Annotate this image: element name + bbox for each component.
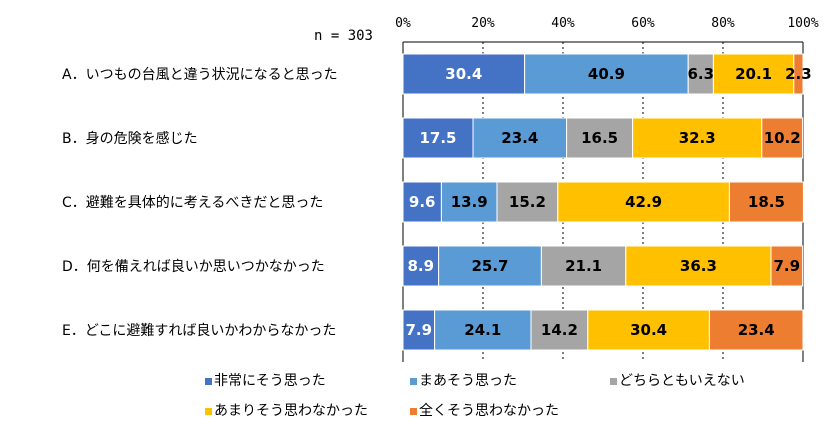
bar-segment (402, 53, 526, 95)
legend-swatch (205, 378, 212, 385)
data-label: 21.1 (565, 257, 602, 275)
bar-segment (712, 53, 795, 95)
data-label: 10.2 (764, 129, 801, 147)
data-label: 8.9 (408, 257, 435, 275)
category-label: D．何を備えれば良いか思いつかなかった (62, 259, 325, 275)
data-label: 9.6 (409, 193, 436, 211)
sample-size-label: n = 303 (314, 28, 373, 44)
legend-label: まあそう思った (419, 373, 517, 389)
data-label: 17.5 (419, 129, 456, 147)
x-tick-label: 100% (787, 16, 818, 31)
data-label: 30.4 (445, 65, 482, 83)
legend-swatch (610, 378, 617, 385)
x-tick-label: 0% (395, 16, 411, 31)
bar-segment (440, 181, 498, 223)
data-label: 36.3 (680, 257, 717, 275)
legend-swatch (205, 408, 212, 415)
data-label: 7.9 (774, 257, 801, 275)
legend-label: 全くそう思わなかった (419, 402, 559, 419)
category-labels: A．いつもの台風と違う状況になると思った B．身の危険を感じた C．避難を具体的に考… (62, 67, 338, 339)
bar-segment (472, 117, 568, 159)
legend-label: 非常にそう思った (214, 373, 326, 389)
bar-segment (793, 53, 804, 95)
bar-segment (524, 53, 689, 95)
x-tick-label: 80% (711, 16, 735, 31)
data-label: 40.9 (588, 65, 625, 83)
bar-segment (540, 245, 627, 287)
category-label: B．身の危険を感じた (62, 130, 198, 147)
data-label: 16.5 (581, 129, 618, 147)
data-label: 42.9 (625, 193, 662, 211)
bars: 30.4 40.9 6.3 20.1 2.3 17.5 23.4 16.5 32.3 10.2 9.… (402, 53, 812, 351)
bar-segment (566, 117, 634, 159)
bar-segment (770, 245, 804, 287)
data-label: 7.9 (406, 321, 433, 339)
data-label: 14.2 (541, 321, 578, 339)
legend-label: あまりそう思わなかった (214, 403, 368, 419)
data-label: 15.2 (509, 193, 546, 211)
bar-segment (434, 309, 532, 351)
bar-segment (402, 181, 442, 223)
data-label: 6.3 (688, 65, 715, 83)
legend-swatch (410, 408, 417, 415)
data-label: 23.4 (738, 321, 775, 339)
bar-segment (625, 245, 772, 287)
bar-segment (687, 53, 714, 95)
bar-segment (402, 309, 436, 351)
data-label: 32.3 (679, 129, 716, 147)
bar-segment (761, 117, 804, 159)
data-label: 24.1 (464, 321, 501, 339)
x-tick-label: 20% (471, 16, 495, 31)
data-label: 18.5 (748, 193, 785, 211)
x-tick-label: 40% (551, 16, 575, 31)
bar-segment (496, 181, 559, 223)
bar-segment (708, 309, 804, 351)
data-label: 13.9 (451, 193, 488, 211)
legend-label: どちらともいえない (619, 373, 745, 389)
bar-segment (438, 245, 542, 287)
bar-segment (557, 181, 730, 223)
category-label: C．避難を具体的に考えるべきだと思った (62, 195, 323, 211)
data-label: 25.7 (471, 257, 508, 275)
x-tick-label: 60% (631, 16, 655, 31)
x-axis-tick-labels: 0% 20% 40% 60% 80% 100% (395, 16, 819, 31)
bar-segment (728, 181, 804, 223)
data-label: 20.1 (735, 65, 772, 83)
data-label: 2.3 (785, 65, 812, 83)
category-label: E．どこに避難すれば良いかわからなかった (62, 323, 336, 339)
bar-segment (530, 309, 589, 351)
category-label: A．いつもの台風と違う状況になると思った (62, 67, 338, 83)
data-label: 30.4 (630, 321, 667, 339)
bar-segment (632, 117, 763, 159)
data-label: 23.4 (501, 129, 538, 147)
legend-swatch (410, 378, 417, 385)
bar-segment (587, 309, 710, 351)
